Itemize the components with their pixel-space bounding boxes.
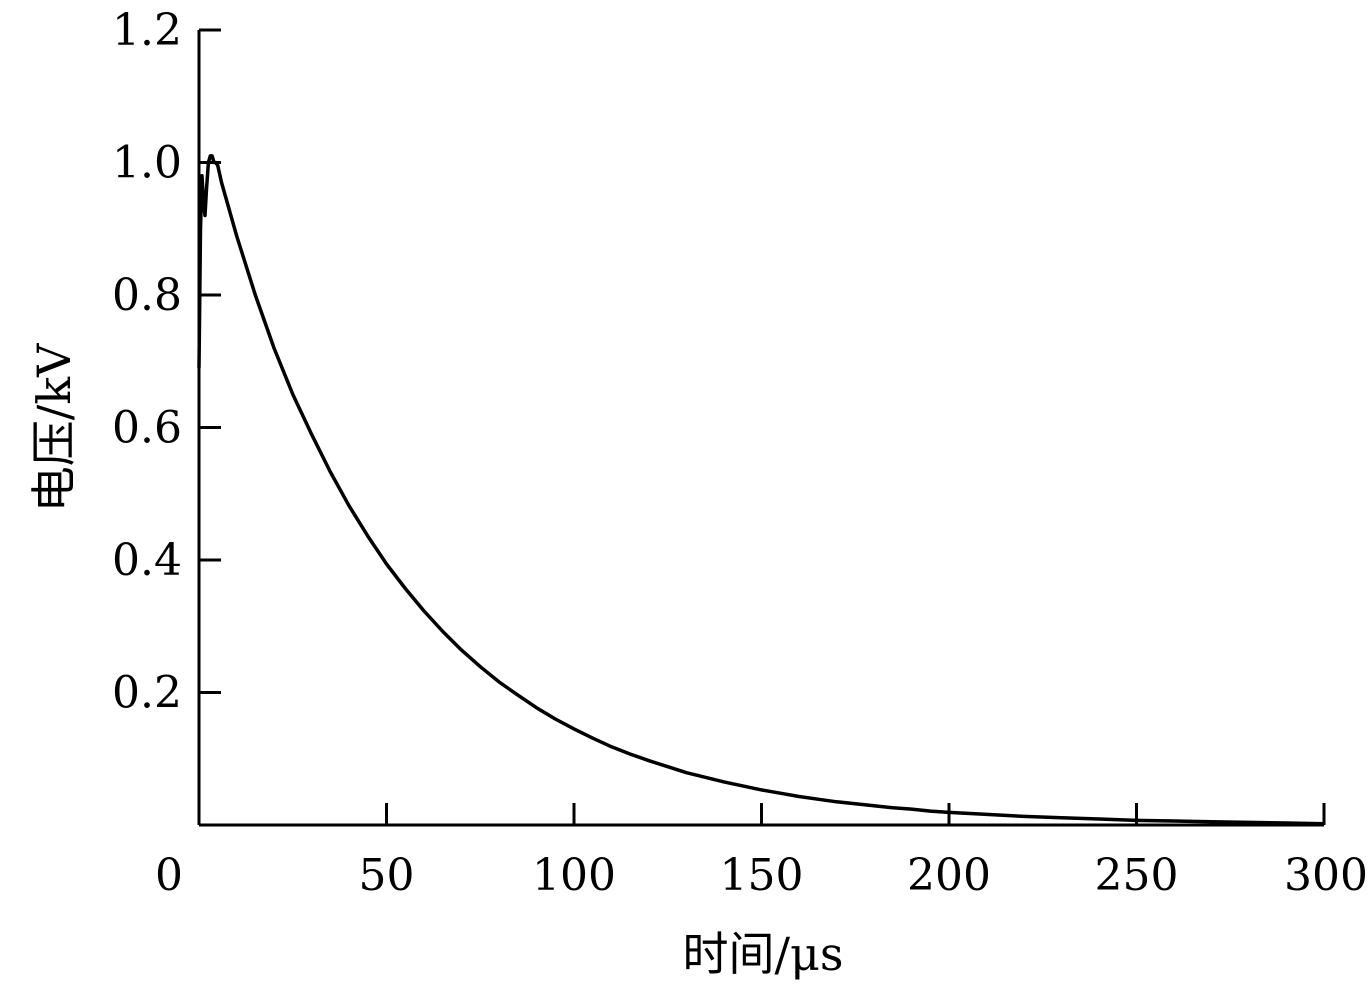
plot-area — [197, 154, 1325, 826]
y-tick-label: 0.8 — [112, 270, 182, 321]
y-tick-label: 0.6 — [112, 403, 182, 454]
voltage-decay-line — [197, 154, 1325, 826]
x-ticks: 0 50 100 150 200 250 300 — [155, 803, 1368, 901]
x-tick-label: 0 — [155, 850, 183, 901]
y-axis-title: 电压/kV — [27, 343, 81, 512]
x-tick-label: 150 — [720, 850, 804, 901]
x-tick-label: 300 — [1284, 850, 1368, 901]
x-tick-label: 200 — [907, 850, 991, 901]
x-tick-label: 100 — [532, 850, 616, 901]
y-tick-label: 0.4 — [112, 535, 182, 586]
x-tick-label: 50 — [359, 850, 415, 901]
y-ticks: 0.2 0.4 0.6 0.8 1.0 1.2 — [112, 5, 221, 719]
x-axis-title: 时间/μs — [683, 927, 844, 981]
x-tick-label: 250 — [1095, 850, 1179, 901]
axes — [197, 30, 1324, 827]
y-tick-label: 1.2 — [112, 5, 182, 56]
y-tick-label: 1.0 — [112, 138, 182, 189]
y-tick-label: 0.2 — [112, 668, 182, 719]
